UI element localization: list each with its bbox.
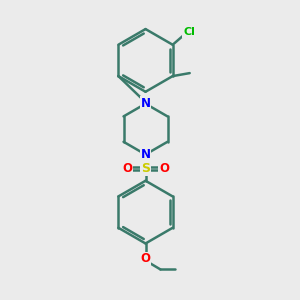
Text: N: N [140,97,151,110]
Text: S: S [141,162,150,175]
Text: N: N [140,148,151,161]
Text: O: O [140,253,151,266]
Text: O: O [122,162,132,175]
Text: O: O [159,162,169,175]
Text: Cl: Cl [183,27,195,37]
